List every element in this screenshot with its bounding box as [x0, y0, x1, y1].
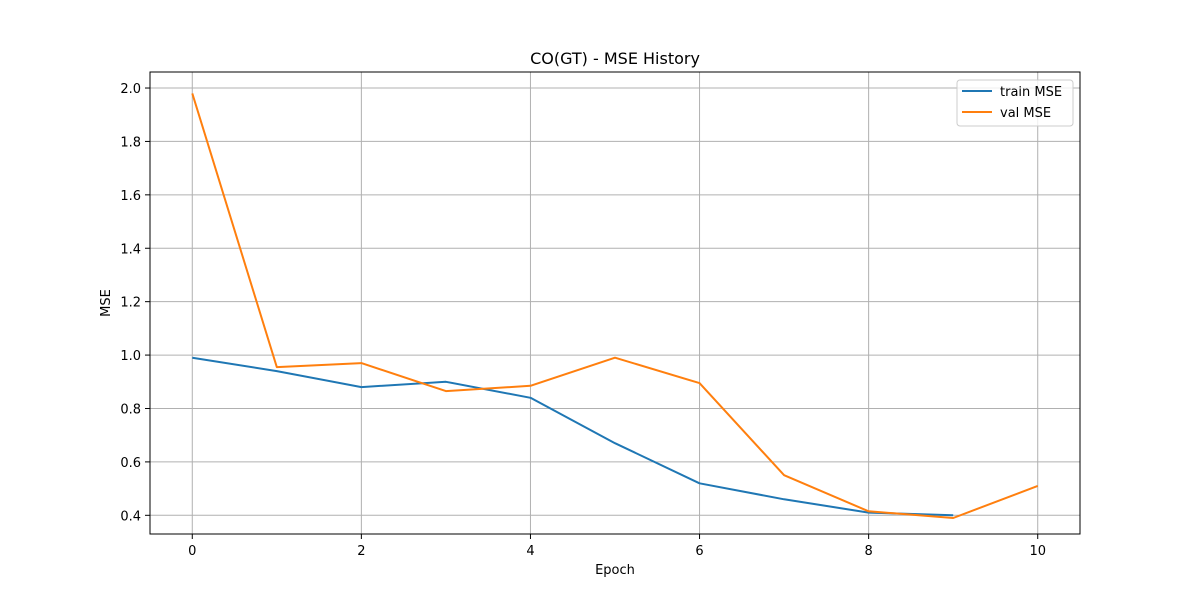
y-tick-label: 2.0	[120, 82, 141, 97]
x-tick-label: 6	[695, 544, 703, 559]
x-tick-label: 0	[188, 544, 196, 559]
series-line-val-mse	[191, 93, 1039, 519]
x-axis: 0 2 4 6 8 10	[188, 534, 1046, 559]
y-tick-label: 0.8	[120, 402, 141, 417]
y-axis: 0.4 0.6 0.8 1.0 1.2 1.4 1.6 1.8 2.0	[120, 82, 150, 524]
x-tick-label: 10	[1029, 544, 1046, 559]
y-tick-label: 1.0	[120, 349, 141, 364]
legend: train MSE val MSE	[956, 79, 1074, 127]
legend-label-train-mse: train MSE	[1000, 85, 1062, 100]
chart-title: CO(GT) - MSE History	[530, 49, 700, 68]
series-line-train-mse	[192, 356, 954, 517]
legend-label-val-mse: val MSE	[1000, 106, 1051, 121]
y-tick-label: 1.2	[120, 296, 141, 311]
x-tick-label: 2	[357, 544, 365, 559]
y-tick-label: 1.6	[120, 189, 141, 204]
y-tick-label: 0.4	[120, 509, 141, 524]
x-tick-label: 4	[526, 544, 534, 559]
y-tick-label: 1.4	[120, 242, 141, 257]
y-tick-label: 0.6	[120, 456, 141, 471]
y-tick-label: 1.8	[120, 135, 141, 150]
series-layer	[191, 93, 1039, 519]
grid-lines	[150, 72, 1080, 534]
y-axis-label: MSE	[99, 289, 114, 317]
x-axis-label: Epoch	[595, 563, 635, 578]
plot-frame	[149, 71, 1081, 535]
x-tick-label: 8	[864, 544, 872, 559]
